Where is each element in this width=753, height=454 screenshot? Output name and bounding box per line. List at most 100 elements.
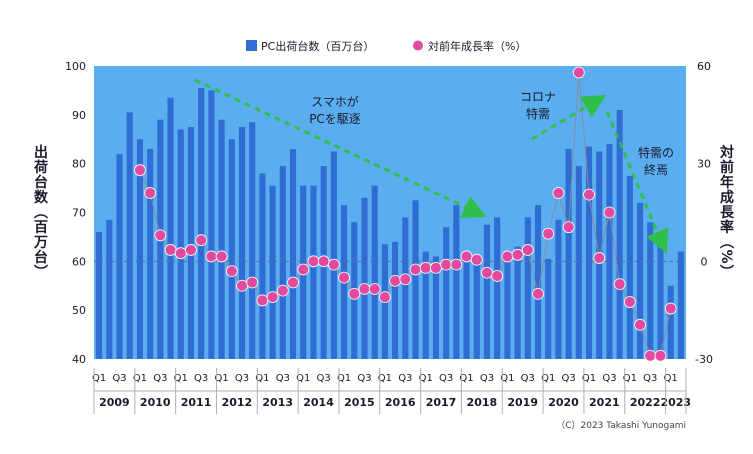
year-label: 2014	[303, 396, 334, 409]
year-label: 2019	[507, 396, 538, 409]
growth-point	[623, 296, 636, 308]
growth-point	[440, 258, 453, 271]
quarter-label: Q3	[194, 373, 208, 384]
quarter-label: Q3	[439, 373, 453, 384]
growth-point	[215, 250, 228, 263]
shipment-bar	[249, 122, 256, 359]
right-tick-label: 0	[701, 255, 708, 268]
shipment-bar	[565, 149, 572, 359]
year-label: 2023	[660, 396, 691, 409]
annotation-smartphone-line1: スマホが	[311, 94, 359, 109]
year-label: 2015	[344, 396, 375, 409]
shipment-bar	[116, 153, 123, 359]
shipment-bar	[412, 200, 419, 359]
right-axis-title-text: 対前年成長率（%）	[718, 144, 735, 280]
growth-point	[664, 302, 677, 315]
growth-point	[236, 279, 248, 292]
year-labels: 2009 2010 2011 2012 2013 2014 2015 2016 2017 2018…	[99, 396, 691, 409]
quarter-label: Q1	[541, 373, 555, 384]
growth-point	[399, 273, 412, 286]
growth-point	[154, 229, 167, 242]
growth-point	[246, 276, 259, 289]
growth-point	[307, 255, 320, 268]
quarter-label: Q1	[174, 373, 188, 384]
year-separators	[93, 368, 687, 414]
year-label: 2017	[426, 396, 457, 409]
quarter-label: Q1	[337, 373, 351, 384]
right-tick-label: -30	[695, 353, 713, 366]
growth-point	[195, 234, 208, 247]
shipment-bar	[585, 146, 593, 359]
quarter-label: Q1	[255, 373, 269, 384]
shipment-bar	[514, 246, 521, 359]
shipment-bar	[228, 139, 235, 359]
growth-point	[185, 244, 197, 256]
shipment-bar	[647, 222, 654, 359]
shipment-bar	[504, 258, 511, 359]
shipment-bar	[289, 149, 297, 359]
quarter-label: Q3	[643, 373, 657, 384]
shipment-bar	[198, 87, 205, 359]
growth-point	[358, 283, 371, 295]
shipment-bar	[524, 217, 531, 359]
quarter-label: Q3	[357, 373, 371, 384]
shipment-bar	[279, 166, 286, 359]
growth-point	[470, 253, 483, 266]
quarter-label: Q3	[317, 373, 331, 384]
growth-point	[450, 258, 463, 271]
growth-point	[634, 318, 646, 331]
year-label: 2012	[222, 396, 253, 409]
quarter-label: Q3	[112, 373, 126, 384]
growth-point	[317, 255, 330, 268]
year-label: 2009	[99, 396, 130, 409]
quarter-label: Q3	[235, 373, 249, 384]
shipment-bar	[473, 256, 480, 359]
left-tick-label: 90	[72, 109, 86, 122]
growth-point	[225, 265, 238, 278]
growth-point	[593, 252, 606, 264]
year-label: 2021	[589, 396, 620, 409]
shipment-bar	[637, 202, 644, 359]
growth-point	[613, 278, 626, 291]
annotation-end-line2: 終焉	[644, 162, 668, 177]
quarter-label: Q1	[500, 373, 514, 384]
shipment-bar	[136, 139, 143, 359]
shipment-bar	[147, 149, 154, 359]
growth-point	[521, 244, 534, 256]
quarter-label: Q1	[459, 373, 473, 384]
quarter-label: Q3	[521, 373, 535, 384]
year-label: 2010	[140, 396, 171, 409]
growth-point	[572, 66, 585, 79]
growth-point	[297, 263, 310, 276]
growth-point	[644, 349, 657, 362]
quarter-label: Q3	[276, 373, 290, 384]
left-tick-label: 50	[72, 304, 86, 317]
shipment-bar	[463, 251, 470, 359]
quarter-label: Q1	[296, 373, 310, 384]
smartphone-trend-arrow	[194, 78, 487, 218]
quarter-label: Q1	[664, 373, 678, 384]
growth-point	[134, 164, 146, 177]
shipment-bar	[545, 258, 552, 359]
quarter-label: Q3	[398, 373, 412, 384]
legend-growth-label: 対前年成長率（%）	[428, 39, 526, 53]
year-label: 2011	[181, 396, 212, 409]
right-tick-label: 60	[697, 60, 711, 73]
quarter-label: Q1	[419, 373, 433, 384]
year-label: 2022	[630, 396, 661, 409]
left-tick-label: 40	[72, 353, 86, 366]
annotation-end-line1: 特需の	[638, 145, 674, 160]
year-label: 2018	[467, 396, 498, 409]
left-tick-label: 60	[72, 255, 86, 268]
shipment-bar	[208, 90, 215, 360]
quarter-label: Q1	[623, 373, 637, 384]
shipment-bar	[167, 97, 174, 360]
covid-demand-arrow	[531, 94, 607, 141]
shipment-bar	[534, 205, 542, 359]
growth-point	[348, 287, 361, 300]
growth-point	[276, 284, 289, 297]
quarter-label: Q3	[153, 373, 167, 384]
shipment-bar	[402, 217, 409, 359]
